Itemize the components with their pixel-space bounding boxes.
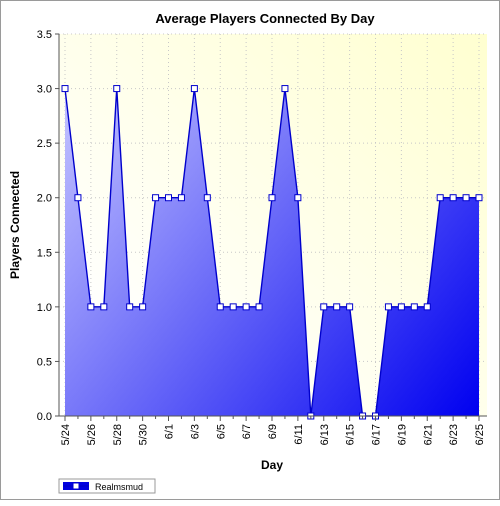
y-tick-label: 0.0 bbox=[37, 411, 52, 423]
data-point bbox=[294, 194, 302, 202]
x-tick-label: 5/26 bbox=[86, 424, 98, 445]
data-point bbox=[74, 194, 82, 202]
data-point bbox=[436, 194, 444, 202]
data-point bbox=[216, 303, 224, 311]
y-tick-label: 2.0 bbox=[37, 193, 52, 205]
data-point bbox=[449, 194, 457, 202]
series-area bbox=[65, 88, 479, 417]
y-tick-label: 1.5 bbox=[37, 247, 52, 259]
x-tick-label: 6/23 bbox=[448, 424, 460, 445]
data-point bbox=[87, 303, 95, 311]
data-point bbox=[423, 303, 431, 311]
data-point bbox=[462, 194, 470, 202]
data-point bbox=[255, 303, 263, 311]
data-point bbox=[139, 303, 147, 311]
y-tick-label: 3.0 bbox=[37, 84, 52, 96]
data-point bbox=[177, 194, 185, 202]
x-tick-label: 6/5 bbox=[215, 424, 227, 439]
data-point bbox=[190, 85, 198, 93]
x-tick-label: 6/9 bbox=[267, 424, 279, 439]
x-tick-label: 6/25 bbox=[474, 424, 486, 445]
data-point bbox=[61, 85, 69, 93]
y-tick-label: 1.0 bbox=[37, 302, 52, 314]
data-point bbox=[126, 303, 134, 311]
x-axis-label: Day bbox=[261, 458, 283, 472]
legend-label: Realmsmud bbox=[95, 482, 143, 492]
data-point bbox=[100, 303, 108, 311]
data-point bbox=[203, 194, 211, 202]
data-point bbox=[268, 194, 276, 202]
data-point bbox=[320, 303, 328, 311]
x-tick-label: 5/30 bbox=[138, 424, 150, 445]
y-axis-ticks: 0.0 0.5 1.0 1.5 2.0 2.5 3.0 3.5 bbox=[37, 29, 59, 423]
data-point bbox=[229, 303, 237, 311]
x-tick-label: 6/17 bbox=[371, 424, 383, 445]
x-tick-label: 5/28 bbox=[112, 424, 124, 445]
data-point bbox=[113, 85, 121, 93]
x-tick-label: 6/15 bbox=[345, 424, 357, 445]
data-point bbox=[410, 303, 418, 311]
x-tick-label: 6/11 bbox=[293, 424, 305, 445]
chart-title: Average Players Connected By Day bbox=[155, 11, 375, 26]
x-axis-ticks: 5/24 5/26 5/28 5/30 6/1 6/3 6/5 6/7 6/9 6/11 6/13 6… bbox=[60, 416, 486, 445]
data-point bbox=[281, 85, 289, 93]
data-point bbox=[333, 303, 341, 311]
data-point bbox=[242, 303, 250, 311]
data-point bbox=[384, 303, 392, 311]
data-point bbox=[165, 194, 172, 202]
data-point bbox=[346, 303, 354, 311]
x-tick-label: 6/19 bbox=[396, 424, 408, 445]
x-tick-label: 6/21 bbox=[422, 424, 434, 445]
data-point bbox=[397, 303, 405, 311]
legend: Realmsmud bbox=[58, 478, 156, 494]
y-tick-label: 3.5 bbox=[37, 29, 52, 41]
legend-marker bbox=[72, 482, 80, 490]
y-tick-label: 2.5 bbox=[37, 138, 52, 150]
x-tick-label: 6/7 bbox=[241, 424, 253, 439]
y-axis-label: Players Connected bbox=[8, 171, 22, 279]
data-point bbox=[475, 194, 483, 202]
x-tick-label: 6/3 bbox=[189, 424, 201, 439]
x-tick-label: 6/13 bbox=[319, 424, 331, 445]
data-point bbox=[152, 194, 160, 202]
y-tick-label: 0.5 bbox=[37, 356, 52, 368]
x-tick-label: 5/24 bbox=[60, 424, 72, 445]
x-tick-label: 6/1 bbox=[164, 424, 176, 439]
